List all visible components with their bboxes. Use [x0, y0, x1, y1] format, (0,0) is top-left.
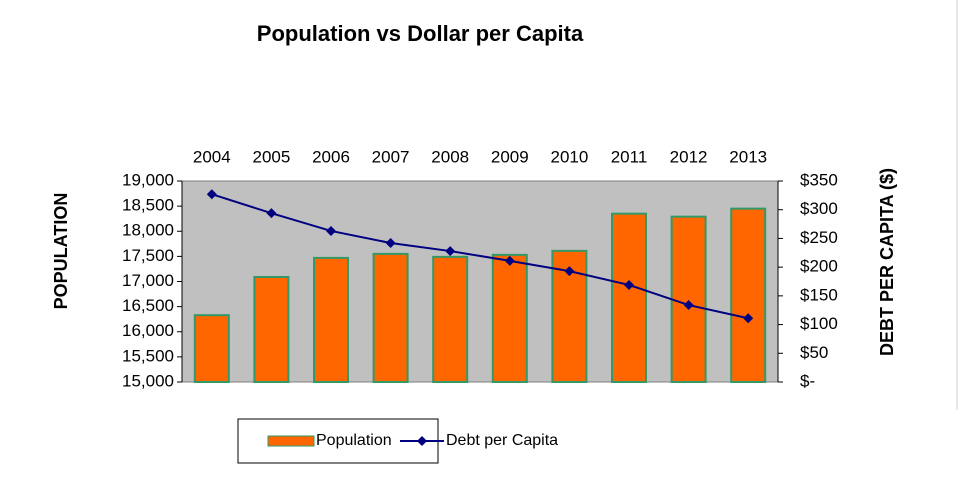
y2-tick-label: $200 [800, 257, 838, 276]
y-tick-label: 15,000 [122, 371, 174, 390]
x-tick-label: 2008 [431, 147, 469, 166]
marker [266, 208, 277, 219]
bar [611, 212, 647, 383]
bar [491, 253, 528, 383]
y2-tick-label: $300 [800, 199, 838, 218]
bar [372, 252, 409, 383]
x-tick-label: 2006 [312, 147, 350, 166]
chart-title: Population vs Dollar per Capita [257, 21, 584, 46]
y-tick-label: 17,500 [122, 246, 174, 265]
bar [313, 256, 349, 384]
bar [670, 215, 707, 383]
marker [206, 189, 217, 200]
y-tick-label: 17,000 [122, 271, 174, 290]
legend-label: Debt per Capita [446, 432, 558, 449]
y-tick-label: 18,000 [122, 221, 174, 240]
x-tick-label: 2009 [491, 147, 529, 166]
marker [683, 300, 694, 311]
legend-label: Population [316, 432, 392, 449]
x-tick-label: 2012 [670, 147, 708, 166]
bar [193, 314, 230, 384]
legend-marker [417, 436, 427, 446]
marker [326, 225, 336, 236]
y2-tick-label: $- [800, 371, 815, 390]
marker [624, 279, 634, 290]
bar [432, 255, 469, 383]
bar [253, 275, 290, 384]
y2-tick-label: $350 [800, 170, 838, 189]
y2-tick-label: $150 [800, 285, 838, 304]
y2-tick-label: $250 [800, 228, 838, 247]
y-tick-label: 19,000 [122, 170, 174, 189]
y2-tick-label: $100 [800, 314, 838, 333]
x-tick-label: 2010 [550, 147, 588, 166]
marker [743, 313, 754, 324]
x-tick-label: 2011 [611, 147, 648, 166]
x-tick-label: 2005 [252, 147, 290, 166]
marker [504, 255, 515, 266]
x-tick-label: 2013 [729, 147, 767, 166]
y-tick-label: 16,000 [122, 321, 174, 340]
legend-swatch [267, 435, 315, 447]
bar [730, 207, 767, 383]
y-tick-label: 18,500 [122, 196, 174, 215]
y-axis-label: POPULATION [51, 193, 71, 310]
y-tick-label: 15,500 [122, 346, 174, 365]
y2-axis-label: DEBT PER CAPITA ($) [877, 168, 897, 356]
marker [385, 238, 396, 249]
line [211, 193, 749, 320]
marker [564, 266, 575, 277]
x-tick-label: 2007 [372, 147, 410, 166]
marker [445, 246, 456, 257]
y2-tick-label: $50 [800, 343, 828, 362]
x-tick-label: 2004 [193, 147, 231, 166]
y-tick-label: 16,500 [122, 296, 174, 315]
